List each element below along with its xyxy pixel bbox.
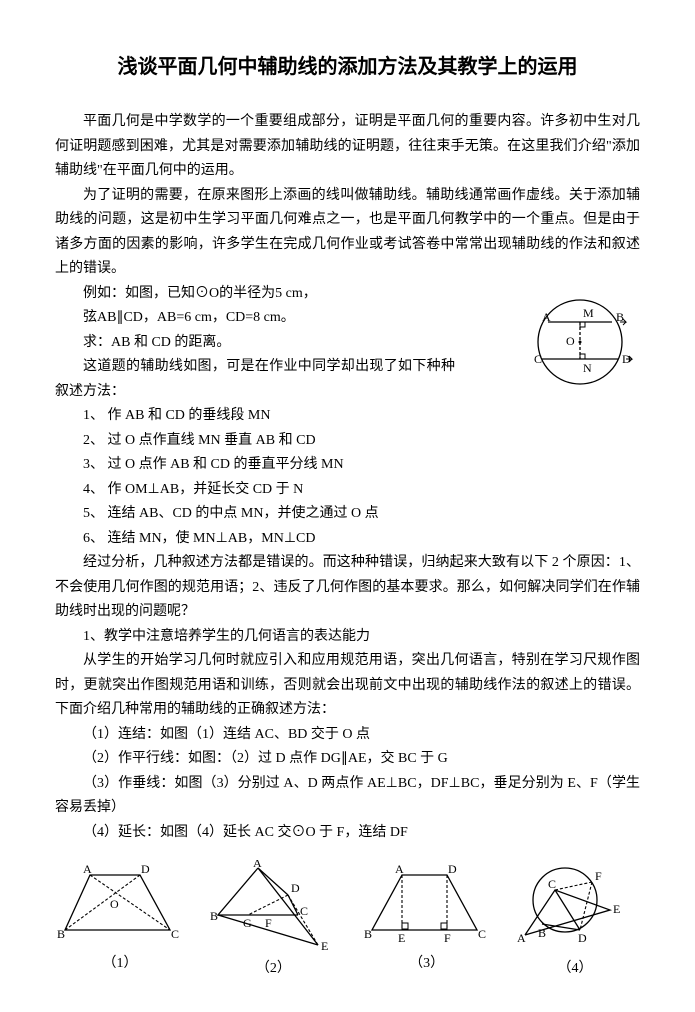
example-block: 例如：如图，已知⊙O的半径为5 cm， 弦AB∥CD，AB=6 cm，CD=8 … [55,282,640,405]
label-M: M [583,306,594,320]
f1-O: O [110,897,119,911]
example-line-1: 例如：如图，已知⊙O的半径为5 cm， [55,282,455,307]
f3-B: B [364,927,372,941]
paragraph-analysis: 经过分析，几种叙述方法都是错误的。而这种种错误，归纳起来大致有以下 2 个原因：… [55,551,640,625]
method-3: （3）作垂线：如图（3）分别过 A、D 两点作 AE⊥BC，DF⊥BC，垂足分别… [55,772,640,821]
f1-A: A [83,862,92,876]
f1-D: D [141,862,150,876]
example-line-3: 求：AB 和 CD 的距离。 [55,331,455,356]
figure-2: A D B G F C E （2） [203,860,343,982]
method-2: （2）作平行线：如图：（2）过 D 点作 DG∥AE，交 BC 于 G [55,747,640,772]
f4-B: B [538,926,546,940]
example-line-4: 这道题的辅助线如图，可是在作业中同学却出现了如下种种叙述方法： [55,355,455,404]
list-item-2: 2、 过 O 点作直线 MN 垂直 AB 和 CD [55,429,640,454]
figure-3-caption: （3） [362,952,492,977]
figure-3: A D B E F C （3） [362,860,492,982]
f1-C: C [171,927,179,941]
list-item-4: 4、 作 OM⊥AB，并延长交 CD 于 N [55,478,640,503]
figure-2-caption: （2） [203,957,343,982]
list-item-3: 3、 过 O 点作 AB 和 CD 的垂直平分线 MN [55,453,640,478]
f4-C: C [548,877,556,891]
page-title: 浅谈平面几何中辅助线的添加方法及其教学上的运用 [55,50,640,85]
figure-1-caption: （1） [55,952,185,977]
f2-C: C [300,904,308,918]
f3-C: C [478,927,486,941]
f3-E: E [398,931,405,945]
method-4: （4）延长：如图（4）延长 AC 交⊙O 于 F，连结 DF [55,821,640,846]
figure-1: A D B C O （1） [55,860,185,982]
paragraph-intro-1: 平面几何是中学数学的一个重要组成部分，证明是平面几何的重要内容。许多初中生对几何… [55,110,640,184]
f2-E: E [321,939,328,953]
label-A: A [542,310,551,324]
f4-D: D [578,931,587,945]
label-O: O [566,334,575,348]
f2-D: D [291,881,300,895]
figure-circle: A B C D M N O [520,287,640,397]
f2-B: B [210,909,218,923]
f2-F: F [265,916,272,930]
figure-4: A F C E B D （4） [510,860,640,982]
paragraph-methods-intro: 从学生的开始学习几何时就应引入和应用规范用语，突出几何语言，特别在学习尺规作图时… [55,649,640,723]
f3-F: F [444,931,451,945]
f3-D: D [448,862,457,876]
f4-E: E [613,902,620,916]
method-1: （1）连结：如图（1）连结 AC、BD 交于 O 点 [55,723,640,748]
section-heading-1: 1、教学中注意培养学生的几何语言的表达能力 [55,625,640,650]
label-B: B [616,310,624,324]
f2-A: A [253,860,262,870]
list-item-5: 5、 连结 AB、CD 的中点 MN，并使之通过 O 点 [55,502,640,527]
f4-F: F [595,869,602,883]
f1-B: B [57,927,65,941]
paragraph-intro-2: 为了证明的需要，在原来图形上添画的线叫做辅助线。辅助线通常画作虚线。关于添加辅助… [55,184,640,282]
f3-A: A [395,862,404,876]
document-page: 浅谈平面几何中辅助线的添加方法及其教学上的运用 平面几何是中学数学的一个重要组成… [0,0,695,1012]
f4-A: A [517,931,526,945]
list-item-1: 1、 作 AB 和 CD 的垂线段 MN [55,404,640,429]
list-item-6: 6、 连结 MN，使 MN⊥AB，MN⊥CD [55,527,640,552]
f2-G: G [243,916,252,930]
label-C: C [534,352,542,366]
example-line-2: 弦AB∥CD，AB=6 cm，CD=8 cm。 [55,306,455,331]
label-D: D [622,352,631,366]
figures-row: A D B C O （1） A D B G F [55,860,640,982]
label-N: N [583,361,592,375]
figure-4-caption: （4） [510,957,640,982]
